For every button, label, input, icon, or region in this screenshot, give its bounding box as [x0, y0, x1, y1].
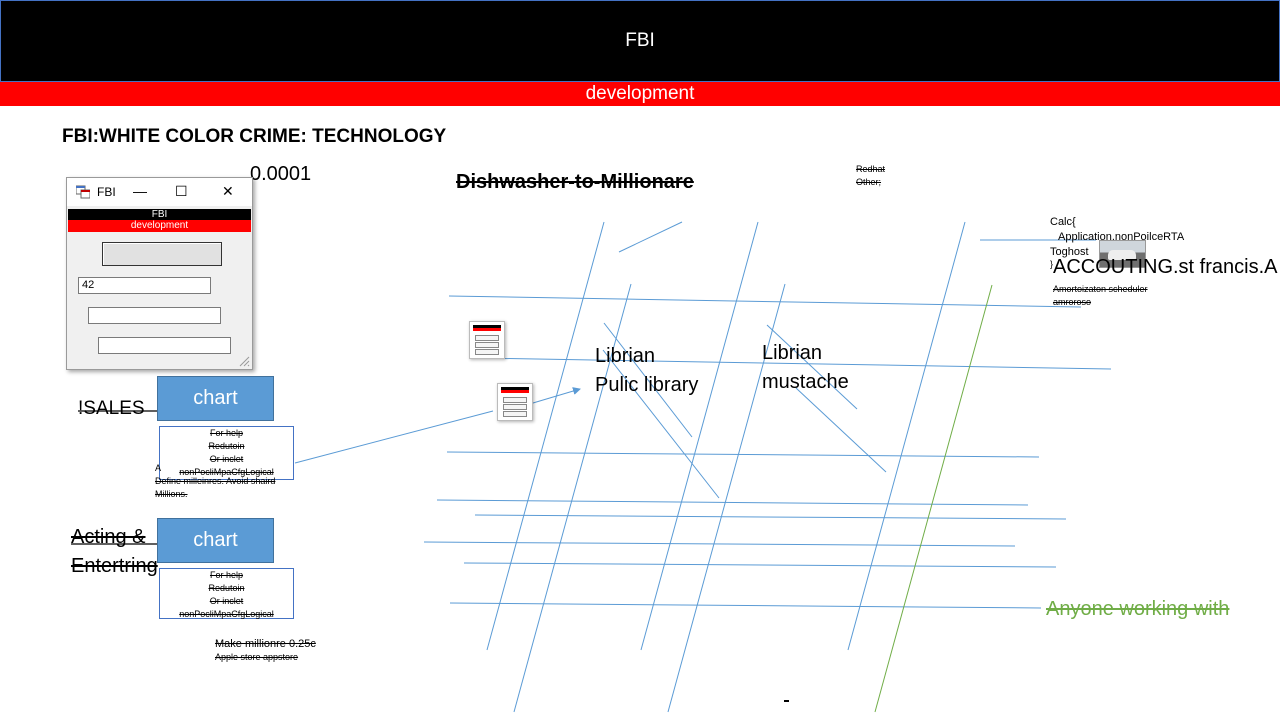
mini-app-window: FBI — ☐ ✕ FBI development 42: [66, 177, 253, 370]
short-line-3: [602, 349, 720, 499]
mini-window-icon-2: [497, 383, 533, 421]
horizontal-line-5: [436, 499, 1029, 506]
window-text-input-2[interactable]: [98, 337, 231, 354]
note-line: nonPocliMpaCfgLogical: [179, 609, 274, 619]
note-line: nonPocliMpaCfgLogical: [179, 467, 274, 477]
horizontal-line-7: [423, 541, 1016, 547]
horizontal-line-3: [475, 357, 1112, 370]
header-subtitle-bar: development: [0, 82, 1280, 106]
header-title: FBI: [625, 30, 655, 51]
header-title-bar: FBI: [0, 0, 1280, 82]
diagonal-line-2: [513, 283, 632, 713]
header-subtitle: development: [585, 83, 695, 104]
amortization-line-2: amroroso: [1053, 297, 1092, 307]
window-minimize-button[interactable]: —: [133, 183, 147, 199]
short-line-5: [795, 387, 887, 473]
define-note: Define milleinres. Avoid shaird Millions…: [155, 475, 275, 501]
green-diagonal-line: [874, 284, 993, 713]
define-note-line-1: Define milleinres. Avoid shaird: [155, 476, 276, 486]
green-note: Anyone working with: [1046, 598, 1230, 620]
short-line-4: [766, 324, 858, 410]
cursor-mark: [784, 700, 789, 702]
redhat-note: Redhat Other;: [856, 163, 885, 189]
horizontal-line-8: [463, 562, 1057, 568]
window-number-input[interactable]: 42: [78, 277, 211, 294]
calc-block: Calc{ Application.nonPoilceRTA Toghost }: [1050, 215, 1184, 269]
connector-line: [294, 410, 494, 464]
note-box-top: For help Redutoin Or inclet nonPocliMpaC…: [159, 426, 294, 480]
short-line-2: [603, 322, 693, 438]
chart-button-top[interactable]: chart: [157, 376, 274, 421]
acting-label: Acting & Entertring: [71, 523, 158, 581]
window-banner-subtitle: development: [68, 220, 251, 232]
note-line: For help: [209, 570, 244, 580]
mini-window-icon-1: [469, 321, 505, 359]
small-value: 0.0001: [250, 163, 312, 185]
acting-label-line-2: Entertring: [71, 555, 158, 577]
window-action-button[interactable]: [102, 242, 222, 266]
calc-line-4: }: [1050, 259, 1054, 269]
note-line: Or inclet: [209, 596, 244, 606]
make-millionaire-line-1: Make millionre 0.25c: [215, 638, 316, 650]
diagram-title: Dishwasher-to-Millionare: [456, 171, 694, 193]
redhat-line-2: Other;: [856, 177, 882, 187]
note-box-bottom: For help Redutoin Or inclet nonPocliMpaC…: [159, 568, 294, 619]
librarian-1-line-2: Pulic library: [595, 374, 699, 396]
window-text-input-1[interactable]: [88, 307, 221, 324]
librarian-2-line-2: mustache: [762, 371, 849, 393]
app-window-icon: [76, 185, 90, 199]
amortization-line-1: Amortoizaton scheduler: [1053, 284, 1148, 294]
make-millionaire-note: Make millionre 0.25c Apple store appstor…: [215, 637, 316, 664]
sales-label: !SALES: [78, 398, 145, 419]
resize-grip-icon[interactable]: [239, 356, 250, 367]
note-line: For help: [209, 428, 244, 438]
redhat-line-1: Redhat: [856, 164, 886, 174]
make-millionaire-line-2: Apple store appstore: [215, 652, 299, 662]
window-banner-title: FBI: [68, 209, 251, 220]
page-heading: FBI:WHITE COLOR CRIME: TECHNOLOGY: [62, 126, 447, 147]
note-line: Redutoin: [208, 583, 245, 593]
librarian-label-2: Librian mustache: [762, 339, 849, 397]
acting-label-line-1: Acting &: [71, 526, 146, 548]
define-note-line-2: Millions.: [155, 489, 188, 499]
short-line-1: [618, 221, 683, 253]
diagonal-line-3: [640, 221, 759, 651]
arrow-line: [532, 387, 581, 404]
diagonal-line-4: [667, 283, 786, 713]
accounting-label: ACCOUTING.st francis.A: [1053, 256, 1278, 278]
calc-line-2: Application.nonPoilceRTA: [1058, 231, 1185, 243]
diagonal-line-1: [486, 221, 605, 651]
define-note-prefix: A: [155, 463, 162, 473]
note-line: Or inclet: [209, 454, 244, 464]
librarian-1-line-1: Librian: [595, 345, 656, 367]
librarian-2-line-1: Librian: [762, 342, 823, 364]
car-photo: [1099, 240, 1146, 268]
calc-line-3: Toghost: [1050, 246, 1089, 258]
horizontal-line-4: [446, 451, 1040, 458]
librarian-label-1: Librian Pulic library: [595, 342, 698, 400]
amortization-note: Amortoizaton scheduler amroroso: [1053, 283, 1148, 309]
window-title: FBI: [97, 185, 116, 199]
note-line: Redutoin: [208, 441, 245, 451]
calc-line-1: Calc{: [1050, 216, 1076, 228]
window-titlebar: FBI — ☐ ✕: [67, 178, 252, 206]
horizontal-line-1: [448, 295, 1082, 308]
window-maximize-button[interactable]: ☐: [175, 183, 188, 199]
horizontal-line-9: [449, 602, 1042, 609]
diagonal-line-5: [847, 221, 966, 651]
chart-button-bottom[interactable]: chart: [157, 518, 274, 563]
horizontal-line-6: [474, 514, 1067, 520]
window-close-button[interactable]: ✕: [222, 183, 234, 199]
